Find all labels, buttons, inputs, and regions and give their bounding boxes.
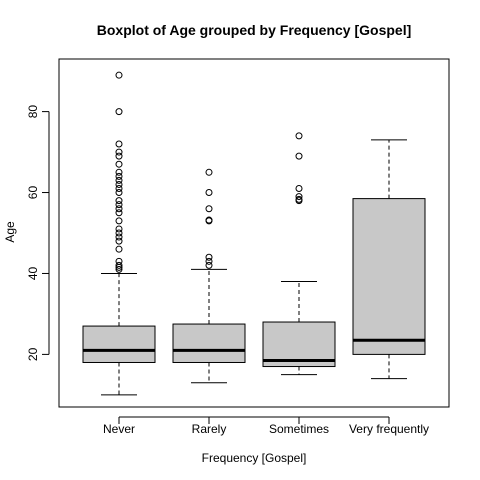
iqr-box (352, 198, 426, 355)
outlier-point (115, 261, 123, 269)
outlier-point (205, 261, 213, 269)
x-tick-label: Sometimes (269, 422, 329, 436)
outlier-point (205, 253, 213, 261)
outlier-point (295, 132, 303, 140)
outlier-point (205, 189, 213, 197)
outlier-point (115, 148, 123, 156)
outlier-point (295, 184, 303, 192)
outlier-point (205, 205, 213, 213)
outlier-point (295, 193, 303, 201)
outlier-point (115, 180, 123, 188)
outlier-point (115, 205, 123, 213)
outlier-point (115, 160, 123, 168)
outlier-point (115, 245, 123, 253)
x-axis: Never Rarely Sometimes Very frequently (103, 416, 429, 436)
box-group (82, 71, 156, 396)
y-axis-label: Age (3, 221, 17, 243)
outlier-point (115, 184, 123, 192)
outlier-point (115, 237, 123, 245)
outlier-point (115, 265, 123, 273)
chart-title: Boxplot of Age grouped by Frequency [Gos… (97, 22, 412, 38)
outlier-point (115, 233, 123, 241)
y-tick-label: 40 (26, 266, 40, 280)
outlier-point (295, 195, 303, 203)
outlier-point (115, 257, 123, 265)
outlier-point (115, 176, 123, 184)
outlier-point (205, 257, 213, 265)
outlier-point (115, 209, 123, 217)
outlier-point (115, 108, 123, 116)
iqr-box (172, 323, 246, 363)
outlier-point (115, 217, 123, 225)
plot-frame (58, 58, 450, 408)
iqr-box (82, 325, 156, 363)
outlier-point (205, 168, 213, 176)
box-group (352, 139, 426, 380)
outlier-point (115, 140, 123, 148)
outlier-point (205, 216, 213, 224)
y-tick-label: 80 (26, 105, 40, 119)
x-axis-label: Frequency [Gospel] (202, 451, 307, 465)
outlier-point (115, 197, 123, 205)
box-series (82, 71, 426, 396)
y-tick-label: 20 (26, 347, 40, 361)
outlier-point (115, 189, 123, 197)
box-group (172, 168, 246, 384)
y-tick-label: 60 (26, 186, 40, 200)
x-tick-label: Rarely (192, 422, 227, 436)
outlier-point (295, 152, 303, 160)
outlier-point (115, 152, 123, 160)
outlier-point (115, 225, 123, 233)
outlier-point (115, 168, 123, 176)
x-tick-label: Never (103, 422, 135, 436)
outlier-point (115, 71, 123, 79)
y-axis: 20 40 60 80 (26, 105, 50, 361)
box-group (262, 132, 336, 376)
outlier-point (115, 201, 123, 209)
outlier-point (115, 172, 123, 180)
outlier-point (115, 229, 123, 237)
x-tick-label: Very frequently (349, 422, 429, 436)
